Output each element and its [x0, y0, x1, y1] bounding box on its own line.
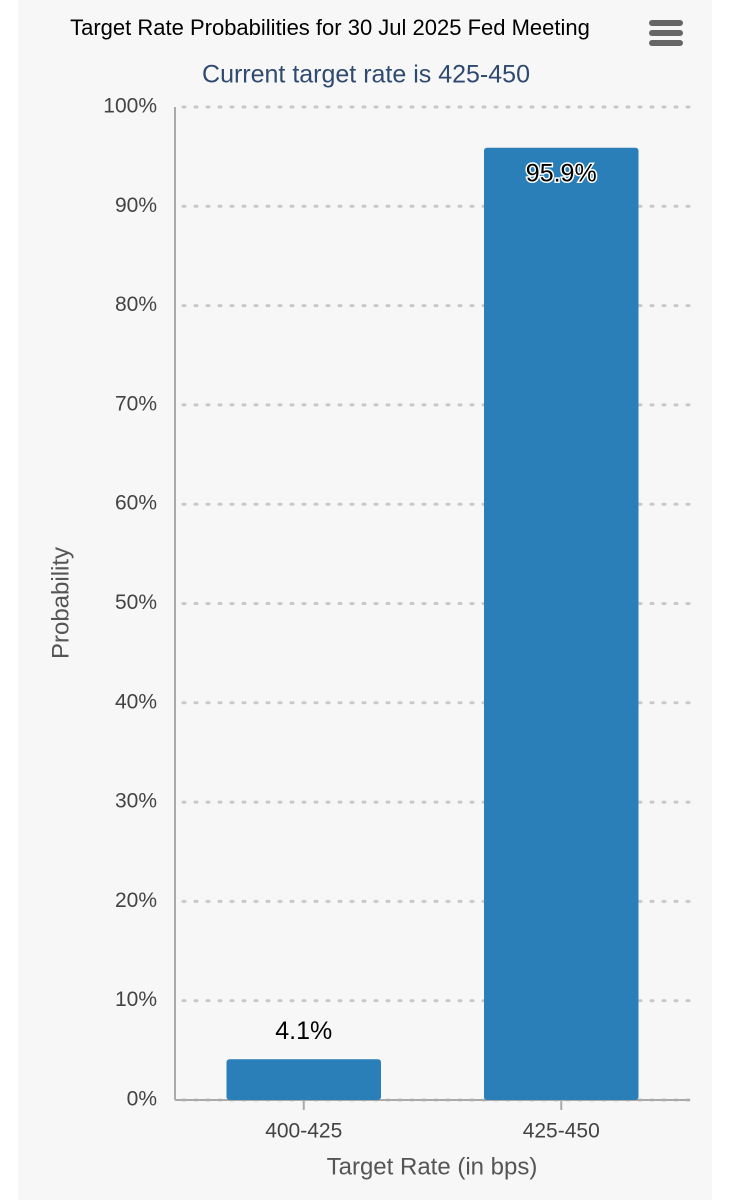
y-tick-label: 90% [115, 194, 157, 217]
menu-bar [649, 30, 683, 36]
x-axis-label: Target Rate (in bps) [327, 1153, 538, 1180]
y-tick-label: 0% [127, 1088, 157, 1111]
bar [226, 1059, 381, 1100]
y-tick-label: 60% [115, 492, 157, 515]
x-tick-label: 425-450 [523, 1120, 600, 1143]
menu-bar [649, 40, 683, 46]
y-tick-label: 70% [115, 392, 157, 415]
data-label: 95.9% [526, 159, 597, 187]
y-tick-label: 50% [115, 591, 157, 614]
data-label: 4.1% [275, 1017, 332, 1045]
menu-button[interactable] [649, 20, 683, 46]
y-tick-label: 20% [115, 889, 157, 912]
y-tick-label: 80% [115, 293, 157, 316]
menu-bar [649, 20, 683, 26]
bar [484, 147, 639, 1100]
y-axis-label: Probability [47, 547, 74, 659]
y-tick-label: 30% [115, 790, 157, 813]
y-tick-label: 100% [103, 95, 157, 118]
chart-title: Target Rate Probabilities for 30 Jul 202… [70, 15, 590, 40]
y-tick-label: 40% [115, 690, 157, 713]
y-tick-label: 10% [115, 988, 157, 1011]
x-tick-label: 400-425 [265, 1120, 342, 1143]
chart-subtitle: Current target rate is 425-450 [202, 61, 530, 89]
